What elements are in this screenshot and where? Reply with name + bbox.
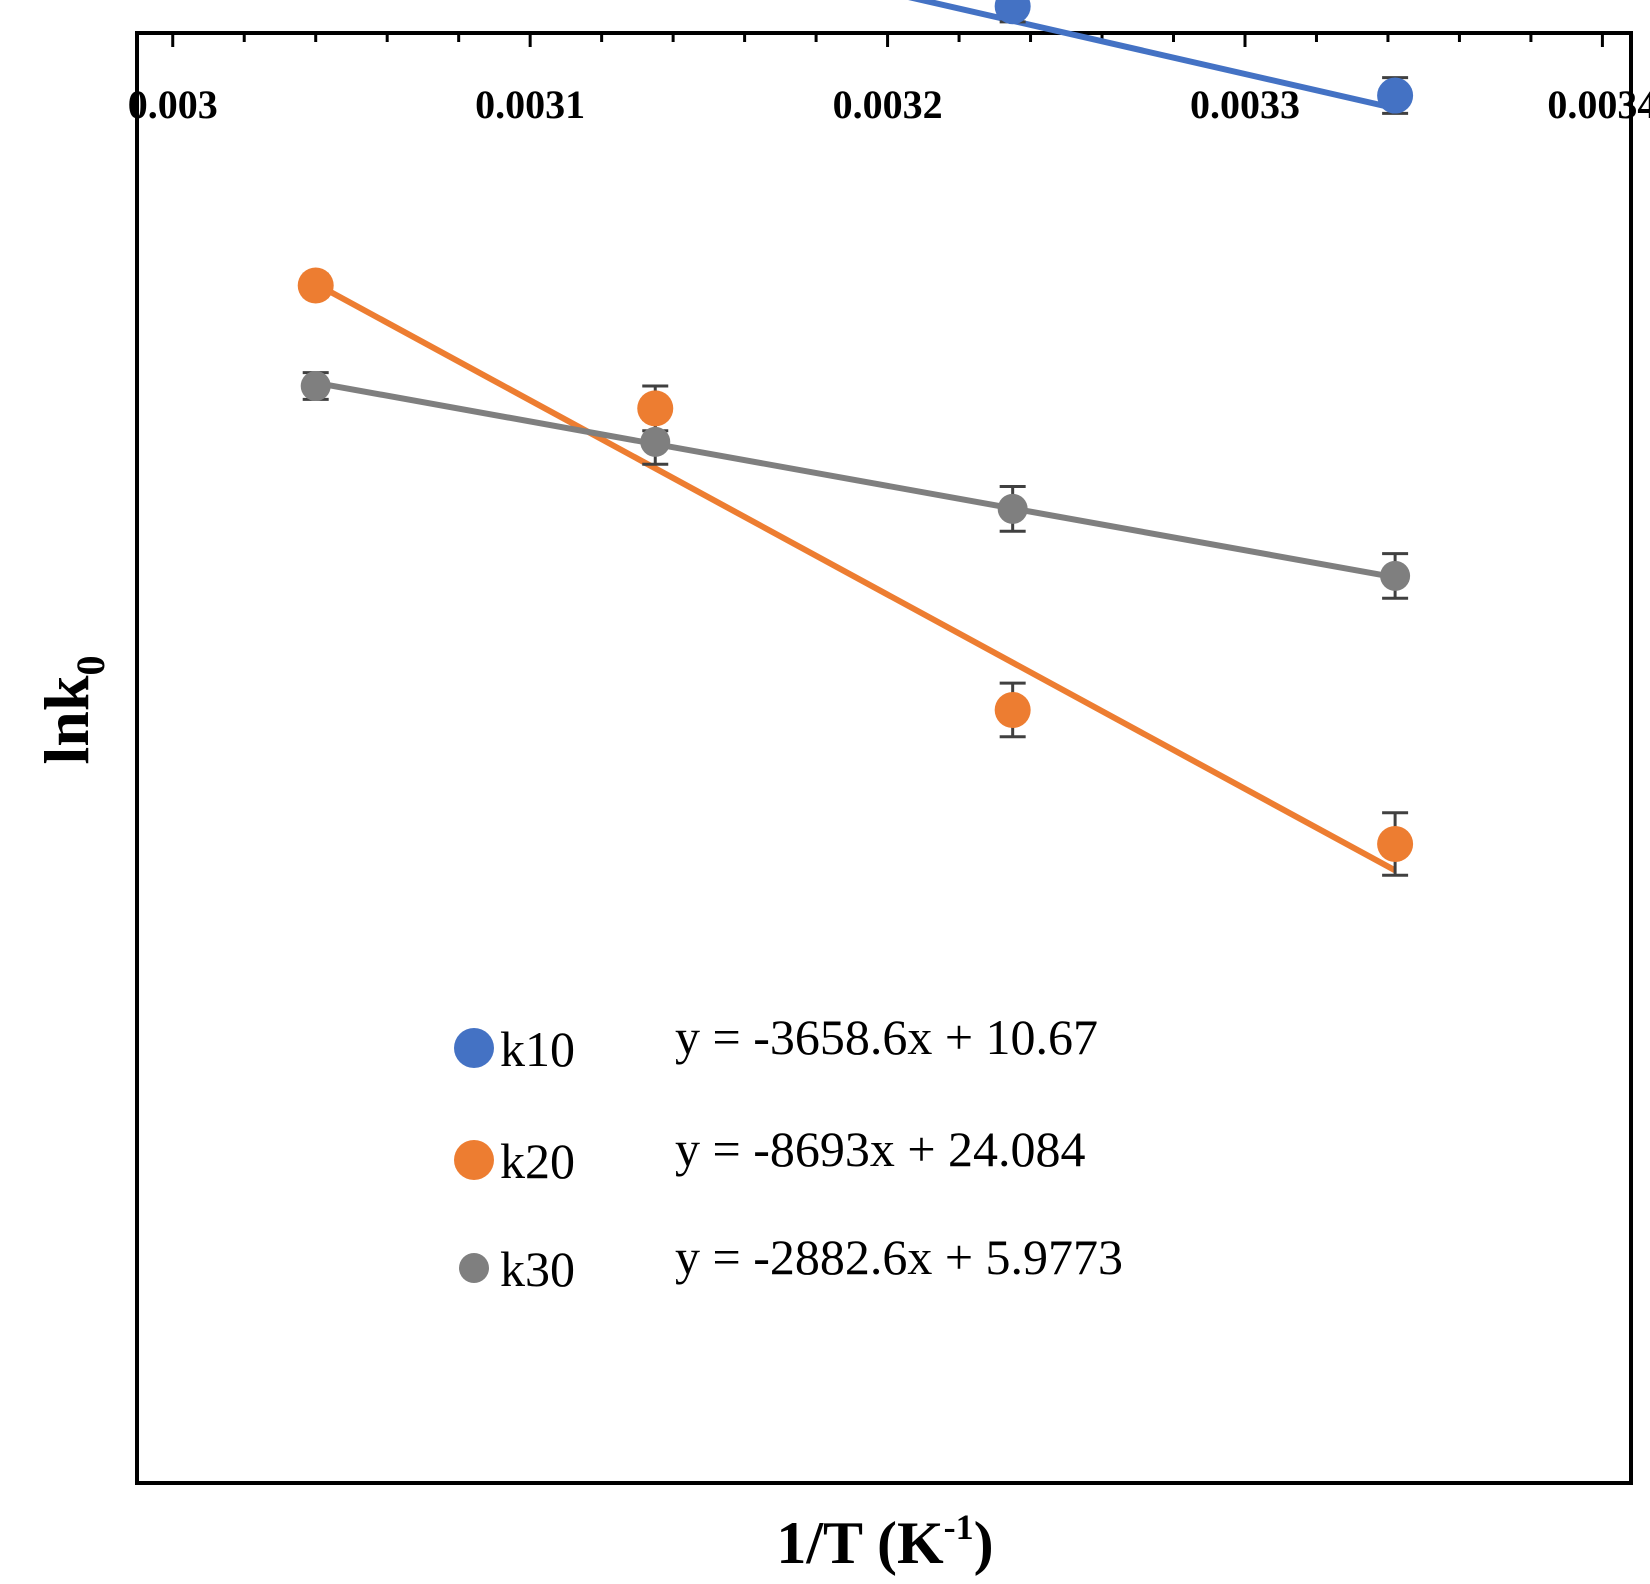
equation-k10: y = -3658.6x + 10.67 (675, 1009, 1098, 1065)
trendline-k30 (315, 379, 1396, 581)
legend-marker-k10 (454, 1028, 494, 1068)
x-axis-title-main: 1/T (K (776, 1510, 944, 1576)
x-axis-title: 1/T (K-1) (776, 1507, 993, 1576)
legend-marker-k20 (454, 1140, 494, 1180)
point-k30-2 (997, 493, 1028, 524)
point-k10-3 (1377, 77, 1414, 114)
y-axis-title-sub: 0 (68, 656, 113, 676)
point-k30-3 (1380, 560, 1411, 591)
x-axis-ticks (171, 33, 1604, 47)
legend-entry-k10: k10 y = -3658.6x + 10.67 (454, 1009, 1098, 1077)
point-k20-1 (637, 390, 674, 427)
trendline-k20 (314, 281, 1397, 874)
x-tick-label-4: 0.0034 (1547, 82, 1650, 127)
legend-label-k10: k10 (500, 1021, 575, 1077)
point-k20-3 (1377, 826, 1414, 863)
x-tick-label-0: 0.003 (128, 82, 218, 127)
equation-k20: y = -8693x + 24.084 (675, 1121, 1086, 1177)
point-k20-2 (994, 691, 1031, 728)
legend-label-k20: k20 (500, 1133, 575, 1189)
x-axis-title-sup: -1 (944, 1507, 974, 1547)
y-axis-title-main: lnk (31, 675, 102, 764)
x-tick-label-1: 0.0031 (475, 82, 585, 127)
point-k30-1 (640, 426, 671, 457)
svg-text:lnk0: lnk0 (31, 656, 113, 765)
point-k20-0 (297, 267, 334, 304)
point-k30-0 (300, 371, 331, 402)
plot-area-frame (135, 31, 1633, 1485)
equation-k30: y = -2882.6x + 5.9773 (675, 1229, 1123, 1285)
trendline-k10 (908, 0, 1396, 112)
x-axis-tick-labels: 0.003 0.0031 0.0032 0.0033 0.0034 (128, 82, 1650, 127)
x-tick-label-2: 0.0032 (833, 82, 943, 127)
x-tick-label-3: 0.0033 (1190, 82, 1300, 127)
legend-entry-k30: k30 y = -2882.6x + 5.9773 (459, 1229, 1123, 1297)
legend-label-k30: k30 (500, 1241, 575, 1297)
legend: k10 y = -3658.6x + 10.67 k20 y = -8693x … (454, 1009, 1123, 1297)
y-axis-title: lnk0 (31, 656, 113, 765)
svg-text:1/T (K-1): 1/T (K-1) (776, 1507, 993, 1576)
x-axis-title-end: ) (974, 1510, 994, 1576)
data-points (297, 0, 1414, 863)
point-k10-2 (994, 0, 1031, 25)
legend-marker-k30 (459, 1253, 489, 1283)
trendlines (314, 0, 1397, 874)
legend-entry-k20: k20 y = -8693x + 24.084 (454, 1121, 1086, 1189)
error-bars (302, 0, 1409, 877)
